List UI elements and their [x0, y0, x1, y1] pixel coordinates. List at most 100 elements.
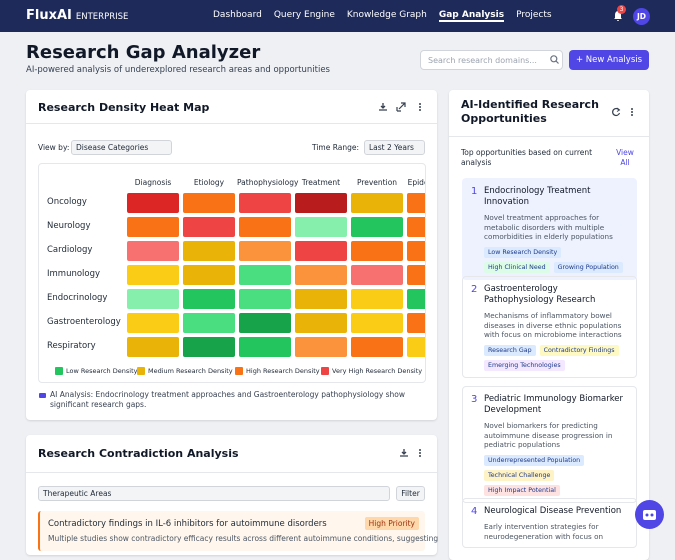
heat-cell[interactable]: [239, 241, 291, 261]
row-label: Respiratory: [47, 341, 96, 351]
column-header: Etiology: [193, 178, 225, 187]
heat-cell[interactable]: [295, 337, 347, 357]
heat-cell[interactable]: [407, 337, 425, 357]
avatar[interactable]: JD: [633, 8, 650, 25]
card-actions[interactable]: [399, 448, 429, 458]
heat-cell[interactable]: [183, 241, 235, 261]
row-label: Neurology: [47, 221, 91, 231]
bot-icon: [643, 510, 656, 520]
search-input[interactable]: Search research domains...: [420, 50, 563, 70]
heat-cell[interactable]: [239, 193, 291, 213]
row-label: Oncology: [47, 197, 87, 207]
column-header: Diagnosis: [134, 178, 172, 187]
opportunity-item[interactable]: 4 Neurological Disease Prevention Early in…: [462, 498, 637, 548]
heat-cell[interactable]: [127, 289, 179, 309]
heat-cell[interactable]: [183, 265, 235, 285]
heat-cell[interactable]: [127, 241, 179, 261]
heat-cell[interactable]: [295, 241, 347, 261]
legend-swatch: [235, 367, 243, 375]
heat-cell[interactable]: [407, 193, 425, 213]
column-header: Epidemiology: [407, 178, 425, 187]
heat-cell[interactable]: [407, 289, 425, 309]
opportunity-item[interactable]: 3 Pediatric Immunology Biomarker Developm…: [462, 386, 637, 503]
heat-cell[interactable]: [407, 313, 425, 333]
navbar: FluxAI ENTERPRISE Dashboard Query Engine Kn…: [0, 0, 675, 32]
nav-link[interactable]: Dashboard: [213, 10, 262, 20]
heat-cell[interactable]: [127, 313, 179, 333]
tag-list: Underrepresented Population Technical Cha…: [484, 454, 628, 496]
heat-cell[interactable]: [351, 217, 403, 237]
heat-cell[interactable]: [127, 193, 179, 213]
intro: Top opportunities based on current analy…: [461, 148, 593, 167]
heat-cell[interactable]: [295, 193, 347, 213]
divider: [449, 136, 649, 137]
view-by-label: View by:: [38, 143, 70, 152]
item-number: 1: [471, 186, 478, 197]
heat-cell[interactable]: [239, 265, 291, 285]
time-range-select[interactable]: Last 2 Years: [364, 140, 425, 155]
heat-cell[interactable]: [183, 313, 235, 333]
legend-item: Medium Research Density: [137, 367, 233, 375]
heat-cell[interactable]: [239, 217, 291, 237]
opportunity-item[interactable]: 2 Gastroenterology Pathophysiology Resear…: [462, 276, 637, 378]
ai-note-text: AI Analysis: Endocrinology treatment app…: [50, 390, 406, 409]
nav-links: Dashboard Query Engine Knowledge Graph Gap …: [213, 10, 552, 22]
contradiction-item[interactable]: Contradictory findings in IL-6 inhibitor…: [38, 511, 438, 551]
card-actions[interactable]: [611, 107, 637, 117]
legend-item: High Research Density: [235, 367, 320, 375]
nav-link[interactable]: Gap Analysis: [438, 10, 505, 22]
tag-list: Low Research Density High Clinical Need Gr…: [484, 246, 628, 273]
heat-cell[interactable]: [351, 193, 403, 213]
heat-cell[interactable]: [351, 265, 403, 285]
tag: Technical Challenge: [484, 469, 555, 481]
chat-button[interactable]: [635, 500, 664, 529]
heat-cell[interactable]: [183, 289, 235, 309]
heat-cell[interactable]: [295, 217, 347, 237]
heat-cell[interactable]: [239, 289, 291, 309]
nav-link[interactable]: Projects: [516, 10, 552, 20]
legend-label: Very High Research Density: [332, 367, 423, 375]
heat-cell[interactable]: [295, 265, 347, 285]
row-label: Gastroenterology: [47, 317, 121, 327]
heat-cell[interactable]: [407, 217, 425, 237]
heat-cell[interactable]: [351, 241, 403, 261]
brand[interactable]: FluxAI ENTERPRISE: [26, 8, 128, 23]
heat-cell[interactable]: [127, 337, 179, 357]
column-header: Pathophysiology: [237, 178, 299, 187]
new-analysis-button[interactable]: + New Analysis: [569, 50, 649, 70]
legend-label: Low Research Density: [66, 367, 138, 375]
nav-link[interactable]: Knowledge Graph: [346, 10, 427, 20]
heat-cell[interactable]: [351, 313, 403, 333]
heat-cell[interactable]: [183, 337, 235, 357]
view-all-link[interactable]: View All: [616, 148, 634, 167]
heat-cell[interactable]: [295, 313, 347, 333]
heat-cell[interactable]: [351, 337, 403, 357]
view-by-select[interactable]: Disease Categories: [71, 140, 172, 155]
time-range-label: Time Range:: [312, 143, 360, 152]
heat-cell[interactable]: [127, 217, 179, 237]
nav-link[interactable]: Query Engine: [273, 10, 335, 20]
heat-cell[interactable]: [239, 337, 291, 357]
legend-item: Low Research Density: [55, 367, 137, 375]
filter-button[interactable]: Filter: [396, 486, 425, 501]
heat-cell[interactable]: [295, 289, 347, 309]
heat-cell[interactable]: [407, 265, 425, 285]
heat-cell[interactable]: [351, 289, 403, 309]
brand-name: FluxAI: [26, 8, 72, 23]
item-title: Gastroenterology Pathophysiology Researc…: [484, 284, 596, 305]
heat-cell[interactable]: [183, 217, 235, 237]
tag: Growing Population: [553, 261, 623, 273]
card-actions[interactable]: [378, 102, 438, 112]
heat-cell[interactable]: [183, 193, 235, 213]
legend-swatch: [55, 367, 63, 375]
heat-cell[interactable]: [127, 265, 179, 285]
item-text: Multiple studies show contradictory effi…: [48, 534, 439, 543]
priority-badge: High Priority: [364, 517, 419, 530]
area-select[interactable]: Therapeutic Areas: [38, 486, 390, 501]
heat-cell[interactable]: [407, 241, 425, 261]
heat-cell[interactable]: [239, 313, 291, 333]
item-title: Pediatric Immunology Biomarker Developme…: [484, 394, 624, 415]
legend-item: Very High Research Density: [321, 367, 422, 375]
opportunity-item[interactable]: 1 Endocrinology Treatment Innovation Novel…: [462, 178, 637, 280]
